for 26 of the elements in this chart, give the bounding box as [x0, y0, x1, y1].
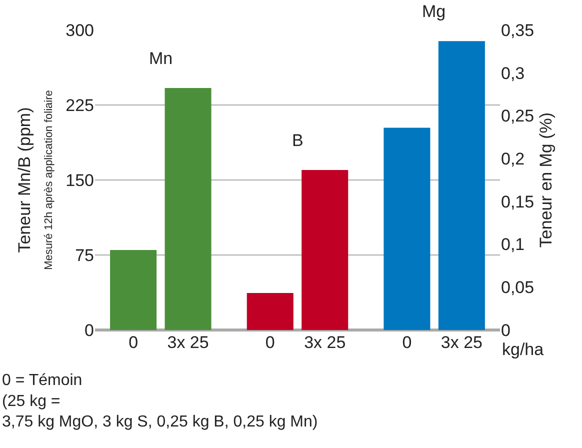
- series-label: Mg: [422, 2, 446, 21]
- y2-tick-label: 0: [501, 320, 510, 340]
- series-label: Mn: [149, 49, 173, 68]
- y-tick-label: 225: [66, 96, 94, 115]
- x-tick-label: 0: [128, 333, 138, 352]
- y2-tick-label: 0,25: [501, 106, 534, 126]
- y-tick-label: 0: [84, 320, 94, 340]
- x-tick-label: 3x 25: [304, 333, 346, 352]
- y-tick-label: 150: [66, 170, 94, 190]
- series-label: B: [292, 131, 304, 150]
- y2-tick-label: 0,35: [501, 20, 534, 40]
- x-tick-label: 3x 25: [440, 333, 482, 352]
- y-tick-label: 75: [75, 246, 94, 265]
- y-axis-title: Teneur Mn/B (ppm) Mesuré 12h après application foliaire: [15, 90, 56, 270]
- x-tick-label: 3x 25: [167, 333, 209, 352]
- text: 0 = Témoin (25 kg = 3,75 kg MgO, 3 kg S, 0,25 kg B, 0,25 kg Mn): [2, 372, 318, 431]
- y2-tick-label: 0,1: [501, 235, 525, 254]
- x-tick-label: 0: [265, 333, 275, 352]
- y2-tick-label: 0,2: [501, 150, 525, 169]
- y2-tick-label: 0,3: [501, 64, 525, 83]
- x-tick-label: 0: [402, 333, 412, 352]
- x-axis-title: kg/ha: [502, 340, 544, 359]
- y2-tick-label: 0,15: [501, 192, 534, 212]
- y2-axis-title: Teneur en Mg (%): [536, 112, 556, 248]
- y-tick-label: 300: [66, 20, 94, 40]
- y2-tick-label: 0,05: [501, 278, 534, 298]
